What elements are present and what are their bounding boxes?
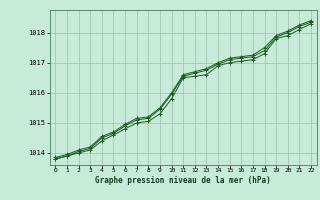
X-axis label: Graphe pression niveau de la mer (hPa): Graphe pression niveau de la mer (hPa) [95, 176, 271, 185]
